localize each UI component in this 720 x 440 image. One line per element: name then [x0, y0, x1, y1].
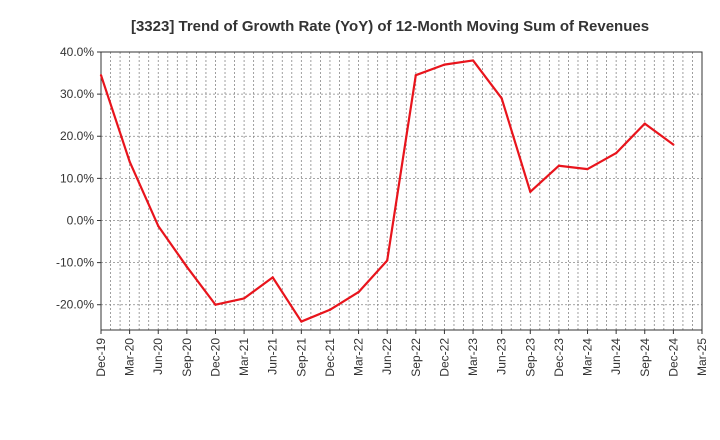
x-tick-label: Sep-24: [638, 338, 652, 377]
x-tick-label: Jun-24: [609, 338, 623, 375]
y-tick-label: 20.0%: [60, 129, 94, 143]
x-tick-label: Dec-21: [323, 338, 337, 377]
plot-frame: [100, 51, 703, 331]
x-tick-label: Jun-22: [380, 338, 394, 375]
x-tick-labels: Dec-19 Mar-20 Jun-20 Sep-20 Dec-20 Mar-21 Jun-…: [94, 338, 709, 377]
x-tick-label: Mar-21: [237, 338, 251, 376]
data-point: [500, 97, 503, 100]
x-tick-label: Dec-19: [94, 338, 108, 377]
data-point: [242, 297, 246, 300]
y-tick-labels: 40.0% 30.0% 20.0% 10.0% 0.0% -10.0% -20.0%: [56, 45, 94, 312]
data-point: [357, 290, 360, 294]
data-point: [414, 74, 417, 77]
data-point: [128, 160, 131, 163]
x-tick-label: Mar-25: [695, 338, 709, 376]
y-tick-label: 30.0%: [60, 87, 94, 101]
data-point: [643, 122, 646, 125]
axes: [97, 51, 703, 334]
x-tick-label: Sep-21: [294, 338, 308, 377]
x-tick-label: Jun-21: [266, 338, 280, 375]
x-tick-label: Mar-23: [466, 338, 480, 376]
data-point: [214, 303, 217, 306]
data-point: [615, 151, 618, 155]
x-tick-label: Mar-24: [581, 338, 595, 376]
x-tick-label: Sep-22: [409, 338, 423, 377]
data-point: [328, 308, 332, 311]
x-tick-label: Jun-20: [151, 338, 165, 375]
data-point: [99, 74, 103, 77]
x-tick-label: Dec-23: [552, 338, 566, 377]
x-tick-label: Dec-24: [666, 338, 680, 377]
y-tick-label: 40.0%: [60, 45, 94, 59]
data-point: [471, 59, 475, 62]
grid: [100, 51, 703, 330]
chart-title: [3323] Trend of Growth Rate (YoY) of 12-…: [131, 18, 649, 35]
data-point: [185, 265, 188, 268]
x-tick-label: Sep-23: [523, 338, 537, 377]
data-point: [300, 320, 303, 323]
x-tick-label: Mar-20: [123, 338, 137, 376]
x-tick-label: Sep-20: [180, 338, 194, 377]
data-point: [386, 259, 389, 262]
y-tick-label: -20.0%: [56, 298, 94, 312]
y-tick-label: 10.0%: [60, 171, 94, 185]
data-point: [557, 164, 561, 167]
data-point: [529, 190, 532, 193]
series-layer: [99, 59, 675, 323]
x-tick-label: Jun-23: [495, 338, 509, 375]
series-line: [99, 59, 675, 323]
x-tick-label: Dec-20: [208, 338, 222, 377]
data-point: [157, 224, 160, 228]
y-tick-label: -10.0%: [56, 256, 94, 270]
x-tick-label: Dec-22: [437, 338, 451, 377]
data-point: [271, 276, 274, 279]
y-tick-label: 0.0%: [67, 213, 95, 227]
data-point: [443, 63, 446, 66]
x-tick-label: Mar-22: [352, 338, 366, 376]
data-point: [672, 143, 675, 146]
data-point: [586, 167, 589, 171]
